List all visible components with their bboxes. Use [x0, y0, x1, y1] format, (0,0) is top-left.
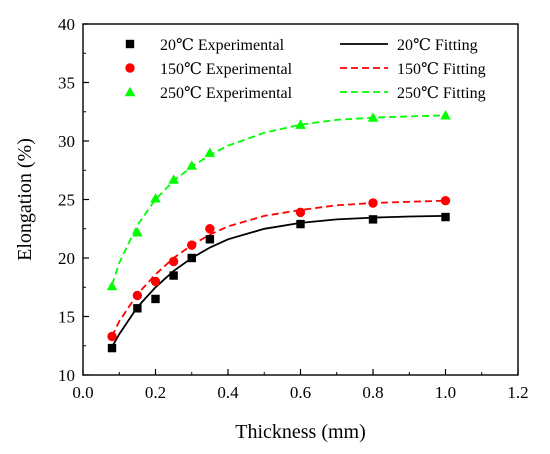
data-point-s1-5	[205, 224, 215, 234]
x-tick-label-4: 0.8	[362, 383, 383, 402]
data-point-s1-3	[168, 256, 179, 267]
x-tick-label-1: 0.2	[145, 383, 166, 402]
y-tick-label-6: 40	[58, 15, 75, 34]
x-tick-label-0: 0.0	[72, 383, 93, 402]
legend-marker-0	[125, 39, 135, 49]
y-tick-label-5: 35	[58, 74, 75, 93]
data-point-s1-6	[295, 207, 306, 218]
y-tick-label-2: 20	[58, 249, 75, 268]
data-point-s1-4	[187, 240, 197, 250]
legend-label-1: 150℃ Experimental	[160, 61, 293, 78]
legend-fit-label-0: 20℃ Fitting	[397, 37, 478, 54]
legend: 20℃ Experimental 150℃ Experimental 250℃ Ex…	[124, 37, 486, 102]
data-point-s2-3	[168, 174, 179, 184]
data-point-s2-8	[440, 110, 451, 120]
legend-marker-1	[125, 63, 135, 73]
y-tick-label-3: 25	[58, 191, 75, 210]
legend-fit-label-1: 150℃ Fitting	[397, 61, 486, 78]
x-axis-title: Thickness (mm)	[235, 421, 366, 443]
x-tick-label-5: 1.0	[435, 383, 456, 402]
data-point-s2-5	[204, 147, 216, 157]
data-point-s0-1	[133, 304, 142, 313]
fit-line-0	[111, 215, 446, 348]
axes: 0.0 0.2 0.4 0.6 0.8 1.0 1.2 10 15 20 25 30 35 40	[58, 15, 529, 402]
data-point-s2-2	[150, 193, 161, 203]
x-tick-label-3: 0.6	[290, 383, 311, 402]
y-tick-label-1: 15	[58, 308, 75, 327]
data-point-s2-6	[295, 119, 306, 129]
data-point-s1-1	[132, 290, 143, 301]
legend-label-0: 20℃ Experimental	[160, 37, 285, 54]
data-point-s2-7	[367, 112, 379, 122]
data-point-s1-8	[440, 195, 451, 206]
plot-area	[106, 110, 451, 353]
data-point-s0-5	[205, 235, 215, 244]
data-point-s1-0	[107, 331, 117, 342]
data-point-s0-3	[169, 271, 178, 280]
data-point-s0-7	[368, 215, 378, 224]
legend-fit-label-2: 250℃ Fitting	[397, 85, 486, 102]
data-point-s0-2	[151, 294, 160, 304]
x-tick-label-2: 0.4	[217, 383, 239, 402]
x-tick-label-6: 1.2	[507, 383, 528, 402]
y-tick-label-4: 30	[58, 132, 75, 151]
fit-line-2	[111, 114, 446, 286]
data-point-s0-6	[296, 219, 305, 229]
y-axis-title: Elongation (%)	[14, 138, 36, 261]
legend-label-2: 250℃ Experimental	[160, 85, 293, 102]
data-point-s0-8	[441, 212, 450, 222]
fit-line-1	[111, 199, 446, 337]
data-point-s2-0	[106, 280, 118, 291]
data-point-s1-7	[368, 198, 378, 208]
legend-marker-2	[124, 86, 136, 97]
data-point-s2-1	[132, 227, 143, 237]
data-point-s2-4	[186, 160, 197, 170]
y-tick-label-0: 10	[58, 366, 75, 385]
data-point-s1-2	[150, 276, 161, 287]
data-point-s0-0	[107, 343, 117, 353]
data-point-s0-4	[187, 253, 196, 263]
